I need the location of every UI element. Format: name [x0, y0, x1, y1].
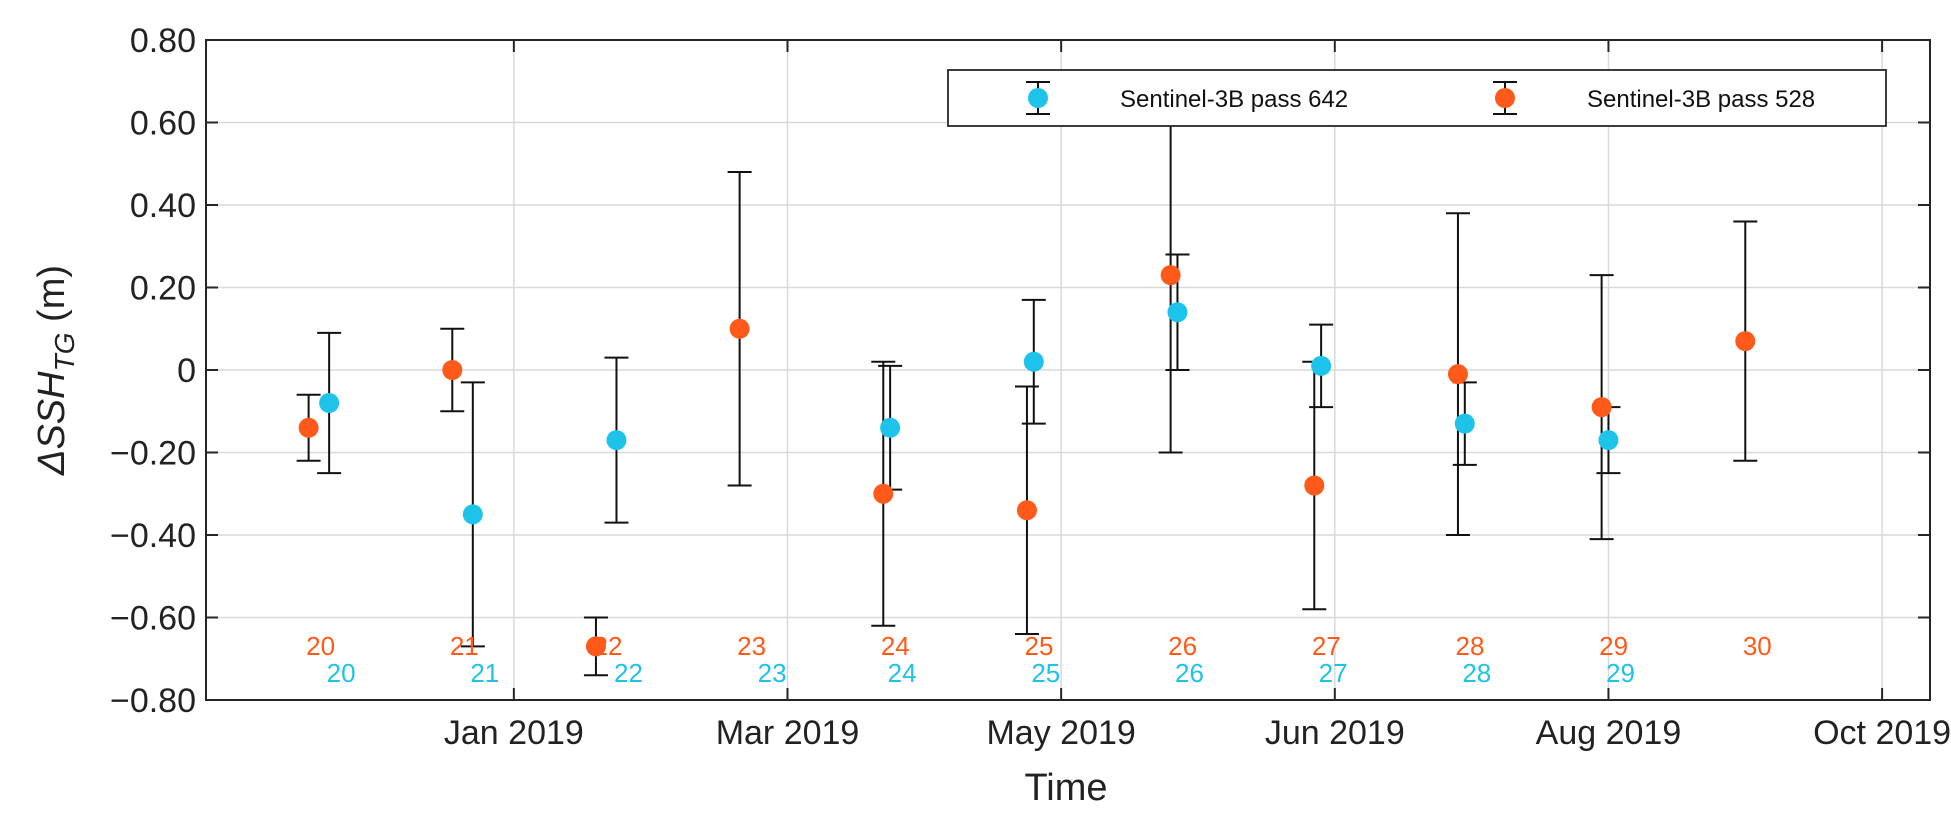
cycle-label-pass-528: 27	[1312, 631, 1341, 661]
data-point-pass-528	[729, 318, 750, 339]
data-point-pass-528	[585, 636, 606, 657]
data-point-pass-528	[1591, 397, 1612, 418]
cycle-label-pass-528: 23	[737, 631, 766, 661]
data-point-pass-528	[298, 417, 319, 438]
data-point-pass-528	[873, 483, 894, 504]
cycle-label-pass-528: 20	[306, 631, 335, 661]
cycle-label-pass-528: 24	[881, 631, 910, 661]
cycle-label-pass-642: 25	[1031, 658, 1060, 688]
x-axis-title: Time	[1024, 767, 1107, 809]
y-tick-label: 0	[177, 352, 196, 390]
cycle-label-pass-642: 24	[888, 658, 917, 688]
data-point-pass-642	[880, 417, 901, 438]
y-tick-label: 0.40	[130, 187, 196, 225]
cycle-label-pass-528: 25	[1024, 631, 1053, 661]
cycle-label-pass-528: 30	[1743, 631, 1772, 661]
x-tick-label: May 2019	[986, 714, 1135, 752]
y-axis-title-subscript: TG	[49, 333, 80, 372]
cycle-label-pass-642: 28	[1462, 658, 1491, 688]
x-tick-label: Jun 2019	[1265, 714, 1405, 752]
y-axis-title-unit: (m)	[31, 265, 73, 333]
y-tick-label: −0.60	[110, 600, 196, 638]
data-point-pass-642	[319, 393, 340, 413]
axes: −0.80 −0.60 −0.40 −0.20 0 0.20 0.40 0.60 0.80 Jan…	[110, 22, 1951, 752]
cycle-label-pass-642: 29	[1606, 658, 1635, 688]
data-point-pass-528	[1447, 364, 1468, 385]
y-tick-label: 0.60	[130, 105, 196, 143]
cycle-label-pass-642: 23	[758, 658, 787, 688]
cycle-labels: 20 21 22 24 25 26 27 28 29 23 20 21 22 23 24 25 26 27 28 29…	[306, 631, 1772, 688]
cycle-label-pass-642: 26	[1175, 658, 1204, 688]
data-point-pass-528	[1304, 475, 1325, 496]
cycle-label-pass-642: 21	[470, 658, 499, 688]
data-point-pass-642	[1311, 355, 1332, 376]
legend-label: Sentinel-3B pass 642	[1120, 86, 1348, 113]
y-axis-title-main: ΔSSH	[31, 371, 73, 476]
y-tick-label: −0.40	[110, 517, 196, 555]
y-tick-label: −0.80	[110, 682, 196, 720]
legend-box	[947, 69, 1887, 127]
cycle-label-pass-642: 27	[1319, 658, 1348, 688]
data-point-pass-642	[606, 430, 627, 451]
x-tick-label: Oct 2019	[1813, 714, 1951, 752]
cycle-label-pass-528: 22	[593, 631, 622, 661]
legend-marker	[1495, 88, 1515, 108]
cycle-label-pass-642: 22	[614, 658, 643, 688]
data-point-pass-528	[1160, 265, 1181, 286]
cycle-label-pass-528: 29	[1599, 631, 1628, 661]
data-point-pass-642	[1167, 302, 1188, 323]
legend-label: Sentinel-3B pass 528	[1587, 86, 1815, 113]
cycle-label-pass-528: 28	[1455, 631, 1484, 661]
legend-marker	[1028, 88, 1048, 108]
y-tick-label: 0.80	[130, 22, 196, 60]
data-point-pass-642	[1598, 430, 1619, 451]
grid-lines	[206, 39, 1930, 701]
data-point-pass-528	[442, 360, 463, 380]
data-point-pass-642	[1454, 413, 1475, 434]
data-point-pass-528	[1735, 331, 1756, 352]
x-tick-label: Jan 2019	[444, 714, 584, 752]
legend: Sentinel-3B pass 642 Sentinel-3B pass 528	[947, 69, 1887, 127]
data-point-pass-642	[462, 504, 483, 525]
y-tick-label: −0.20	[110, 435, 196, 473]
cycle-label-pass-642: 20	[327, 658, 356, 688]
x-tick-label: Mar 2019	[716, 714, 860, 752]
x-tick-label: Aug 2019	[1536, 714, 1682, 752]
error-bars	[296, 96, 1758, 677]
y-tick-label: 0.20	[130, 270, 196, 308]
y-axis-title: ΔSSHTG (m)	[31, 265, 80, 476]
cycle-label-pass-528: 26	[1168, 631, 1197, 661]
data-point-pass-642	[1023, 351, 1044, 372]
data-points	[298, 265, 1756, 657]
data-point-pass-528	[1016, 500, 1037, 521]
cycle-label-pass-528: 21	[450, 631, 479, 661]
